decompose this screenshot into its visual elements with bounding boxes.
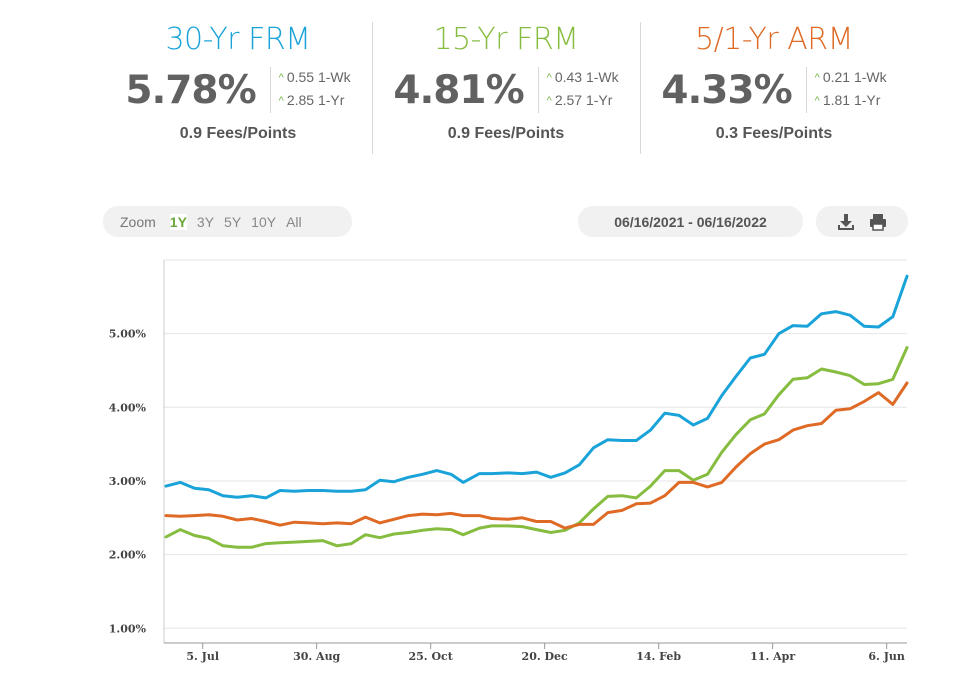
stat-5-1-arm: 5/1-Yr ARM 4.33% ^ 0.21 1-Wk ^ 1.81 1-Yr 0… <box>640 18 908 158</box>
arrow-up-icon: ^ <box>278 95 284 107</box>
x-tick-label: 14. Feb <box>636 650 681 663</box>
arrow-up-icon: ^ <box>546 72 552 84</box>
arrow-up-icon: ^ <box>814 95 820 107</box>
stat-changes: ^ 0.21 1-Wk ^ 1.81 1-Yr <box>805 67 887 113</box>
x-tick-label: 5. Jul <box>186 650 219 663</box>
stat-fees: 0.9 Fees/Points <box>179 125 297 142</box>
stat-title: 15-Yr FRM <box>433 22 579 57</box>
year-change: 2.57 1-Yr <box>554 92 613 108</box>
stat-rate: 4.33% <box>661 67 792 113</box>
stat-title: 5/1-Yr ARM <box>695 22 854 57</box>
series-line-15-yr-frm <box>164 346 909 549</box>
chart-tools <box>816 206 908 237</box>
y-tick-label: 3.00% <box>109 475 147 488</box>
stat-fees: 0.3 Fees/Points <box>715 125 833 142</box>
week-change: 0.55 1-Wk <box>286 69 351 85</box>
stat-title: 30-Yr FRM <box>165 22 311 57</box>
zoom-all-button[interactable]: All <box>286 213 302 230</box>
print-icon[interactable] <box>868 212 888 232</box>
zoom-3y-button[interactable]: 3Y <box>196 213 215 230</box>
stat-15yr-frm: 15-Yr FRM 4.81% ^ 0.43 1-Wk ^ 2.57 1-Yr 0.… <box>372 18 640 158</box>
rate-summary: 30-Yr FRM 5.78% ^ 0.55 1-Wk ^ 2.85 1-Yr 0.… <box>104 18 904 158</box>
stat-rate: 4.81% <box>393 67 524 113</box>
zoom-1y-button[interactable]: 1Y <box>169 213 187 230</box>
x-tick-label: 11. Apr <box>750 650 795 663</box>
stat-changes: ^ 0.55 1-Wk ^ 2.85 1-Yr <box>269 67 351 113</box>
zoom-selector: Zoom 1Y 3Y 5Y 10Y All <box>103 206 352 237</box>
arrow-up-icon: ^ <box>546 95 552 107</box>
stat-changes: ^ 0.43 1-Wk ^ 2.57 1-Yr <box>537 67 619 113</box>
mortgage-rate-chart: 1.00% 2.00% 3.00% 4.00% 5.00% 5. Jul 30. Aug 25… <box>109 259 909 663</box>
arrow-up-icon: ^ <box>278 72 284 84</box>
y-tick-label: 1.00% <box>109 622 147 635</box>
week-change: 0.43 1-Wk <box>554 69 619 85</box>
x-tick-label: 6. Jun <box>868 650 905 663</box>
stat-rate: 5.78% <box>125 67 256 113</box>
stat-divider <box>640 22 641 154</box>
zoom-5y-button[interactable]: 5Y <box>224 213 242 230</box>
stat-fees: 0.9 Fees/Points <box>447 125 565 142</box>
download-icon[interactable] <box>836 212 856 232</box>
plot-area <box>164 260 907 643</box>
series-line-5-1-yr-arm <box>164 381 909 530</box>
week-change: 0.21 1-Wk <box>822 69 887 85</box>
y-tick-label: 4.00% <box>109 401 147 414</box>
zoom-10y-button[interactable]: 10Y <box>251 213 277 230</box>
date-range-display[interactable]: 06/16/2021 - 06/16/2022 <box>578 206 803 237</box>
year-change: 2.85 1-Yr <box>286 92 345 108</box>
y-tick-label: 5.00% <box>109 328 147 341</box>
x-tick-label: 30. Aug <box>293 650 340 663</box>
stat-30yr-frm: 30-Yr FRM 5.78% ^ 0.55 1-Wk ^ 2.85 1-Yr 0.… <box>104 18 372 158</box>
arrow-up-icon: ^ <box>814 72 820 84</box>
stat-divider <box>372 22 373 154</box>
y-tick-label: 2.00% <box>109 549 147 562</box>
x-tick-label: 25. Oct <box>409 650 454 663</box>
x-tick-label: 20. Dec <box>522 650 569 663</box>
year-change: 1.81 1-Yr <box>822 92 881 108</box>
zoom-label: Zoom <box>120 213 156 230</box>
series-line-30-yr-frm <box>164 274 909 500</box>
